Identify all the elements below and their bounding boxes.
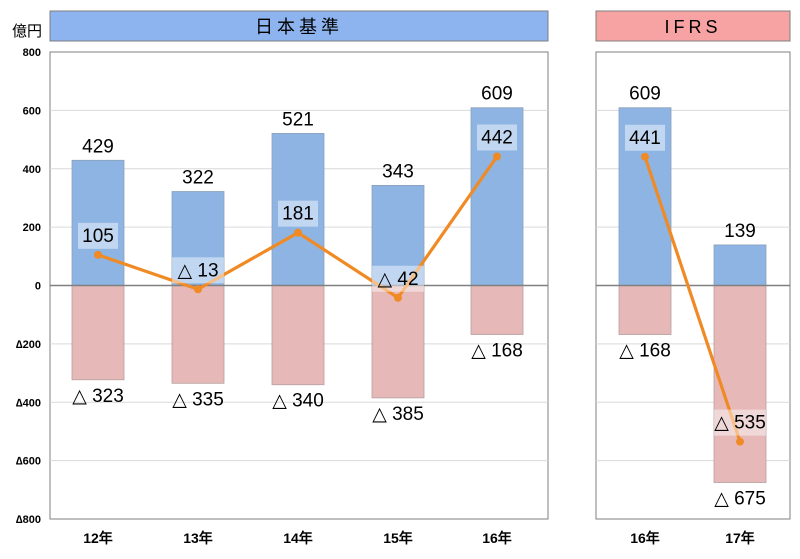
line-point-jgaap-4 <box>493 152 501 161</box>
bar-positive-label-jgaap-1: 322 <box>182 168 214 189</box>
y-tick-label-6: ∆400 <box>16 397 41 409</box>
x-tick-label-ifrs-0: 16年 <box>630 530 660 546</box>
bar-negative-ifrs-0 <box>618 285 672 335</box>
panel-title-ifrs: IFRS <box>664 17 721 37</box>
bar-positive-jgaap-4 <box>470 107 524 286</box>
unit-label: 億円 <box>12 23 42 40</box>
x-tick-label-ifrs-1: 17年 <box>725 530 755 546</box>
bar-positive-jgaap-2 <box>271 133 325 286</box>
x-tick-label-jgaap-1: 13年 <box>183 530 213 546</box>
y-tick-label-7: ∆600 <box>16 456 41 468</box>
x-tick-label-jgaap-3: 15年 <box>383 530 413 546</box>
bar-positive-label-ifrs-0: 609 <box>629 84 661 105</box>
line-label-bg-jgaap-4 <box>477 124 517 151</box>
line-point-jgaap-2 <box>294 228 302 237</box>
bar-positive-jgaap-3 <box>371 184 425 286</box>
bar-positive-label-jgaap-0: 429 <box>82 136 114 157</box>
line-point-ifrs-0 <box>641 152 649 161</box>
bar-positive-label-jgaap-2: 521 <box>282 109 314 130</box>
y-tick-label-8: ∆800 <box>16 514 41 526</box>
bar-positive-ifrs-0 <box>618 107 672 286</box>
line-label-ifrs-0: 441 <box>629 128 661 149</box>
panel-title-jgaap: 日本基準 <box>255 17 343 37</box>
line-label-bg-ifrs-1 <box>714 409 766 436</box>
bar-negative-jgaap-1 <box>171 285 225 384</box>
y-tick-label-5: ∆200 <box>16 339 41 351</box>
bar-negative-label-jgaap-2: △ 340 <box>272 391 324 412</box>
x-tick-label-jgaap-4: 16年 <box>482 530 512 546</box>
bar-negative-jgaap-4 <box>470 285 524 335</box>
bar-negative-label-jgaap-0: △ 323 <box>72 386 124 407</box>
line-point-ifrs-1 <box>736 437 744 446</box>
line-label-bg-jgaap-0 <box>78 222 118 249</box>
bar-positive-label-ifrs-1: 139 <box>724 221 756 242</box>
panel-header-ifrs <box>595 10 791 42</box>
line-label-jgaap-3: △ 42 <box>377 269 418 290</box>
line-label-bg-jgaap-1 <box>172 257 224 284</box>
bar-negative-jgaap-2 <box>271 285 325 386</box>
panel-header-jgaap <box>49 10 549 42</box>
line-label-jgaap-4: 442 <box>481 127 513 148</box>
line-label-jgaap-0: 105 <box>82 226 114 247</box>
line-point-jgaap-3 <box>394 293 402 302</box>
x-tick-label-jgaap-0: 12年 <box>83 530 113 546</box>
y-tick-label-0: 800 <box>23 47 41 59</box>
bar-negative-label-ifrs-1: △ 675 <box>714 489 766 510</box>
line-label-ifrs-1: △ 535 <box>714 413 766 434</box>
bar-positive-ifrs-1 <box>713 244 767 286</box>
line-label-bg-jgaap-2 <box>278 200 318 227</box>
bar-negative-ifrs-1 <box>713 285 767 483</box>
bar-negative-label-jgaap-3: △ 385 <box>372 404 424 425</box>
y-tick-label-3: 200 <box>23 222 41 234</box>
bar-negative-label-ifrs-0: △ 168 <box>619 341 671 362</box>
bar-negative-jgaap-0 <box>71 285 125 381</box>
y-tick-label-4: 0 <box>35 281 41 293</box>
y-tick-label-1: 600 <box>23 105 41 117</box>
line-label-bg-jgaap-3 <box>372 265 424 292</box>
bar-positive-jgaap-1 <box>171 191 225 286</box>
bar-positive-label-jgaap-3: 343 <box>382 161 414 182</box>
line-point-jgaap-0 <box>94 250 102 259</box>
bar-positive-label-jgaap-4: 609 <box>481 84 513 105</box>
line-label-jgaap-1: △ 13 <box>177 260 218 281</box>
y-tick-label-2: 400 <box>23 164 41 176</box>
line-label-bg-ifrs-0 <box>625 124 665 151</box>
line-label-jgaap-2: 181 <box>282 204 314 225</box>
bar-positive-jgaap-0 <box>71 159 125 286</box>
x-tick-label-jgaap-2: 14年 <box>283 530 313 546</box>
bar-negative-jgaap-3 <box>371 285 425 399</box>
bar-negative-label-jgaap-1: △ 335 <box>172 389 224 410</box>
line-series-ifrs <box>643 156 742 443</box>
bar-negative-label-jgaap-4: △ 168 <box>471 341 523 362</box>
line-point-jgaap-1 <box>194 285 202 294</box>
